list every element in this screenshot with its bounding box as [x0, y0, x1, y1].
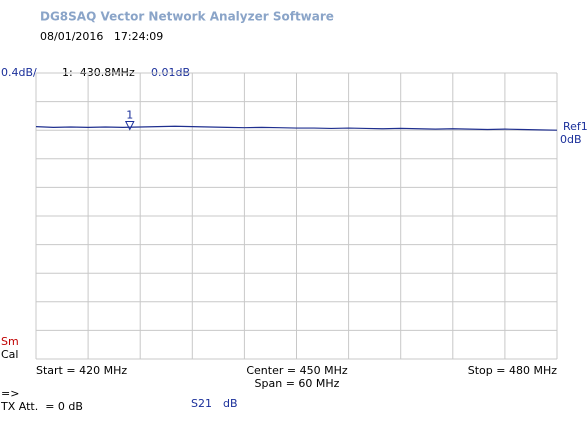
start-label: Start = 420 MHz: [36, 364, 127, 377]
trace: [35, 125, 558, 131]
unit-label: dB: [223, 397, 238, 410]
scale-label: 0.4dB/: [1, 66, 37, 79]
tx-att: TX Att. = 0 dB: [0, 400, 83, 413]
cal-label: Cal: [1, 348, 18, 361]
smoothing-label: Sm: [1, 335, 19, 348]
stop-label: Stop = 480 MHz: [468, 364, 557, 377]
ref-value: 0dB: [560, 133, 582, 146]
marker: [124, 120, 135, 131]
timestamp: 08/01/2016 17:24:09: [40, 30, 163, 43]
arrow-label: =>: [1, 387, 19, 400]
app-title: DG8SAQ Vector Network Analyzer Software: [40, 10, 334, 24]
span-label: Span = 60 MHz: [255, 377, 340, 390]
param-label: S21: [191, 397, 212, 410]
ref-name: Ref1: [563, 120, 588, 133]
center-label: Center = 450 MHz: [246, 364, 347, 377]
marker-label: 1: [126, 108, 133, 121]
